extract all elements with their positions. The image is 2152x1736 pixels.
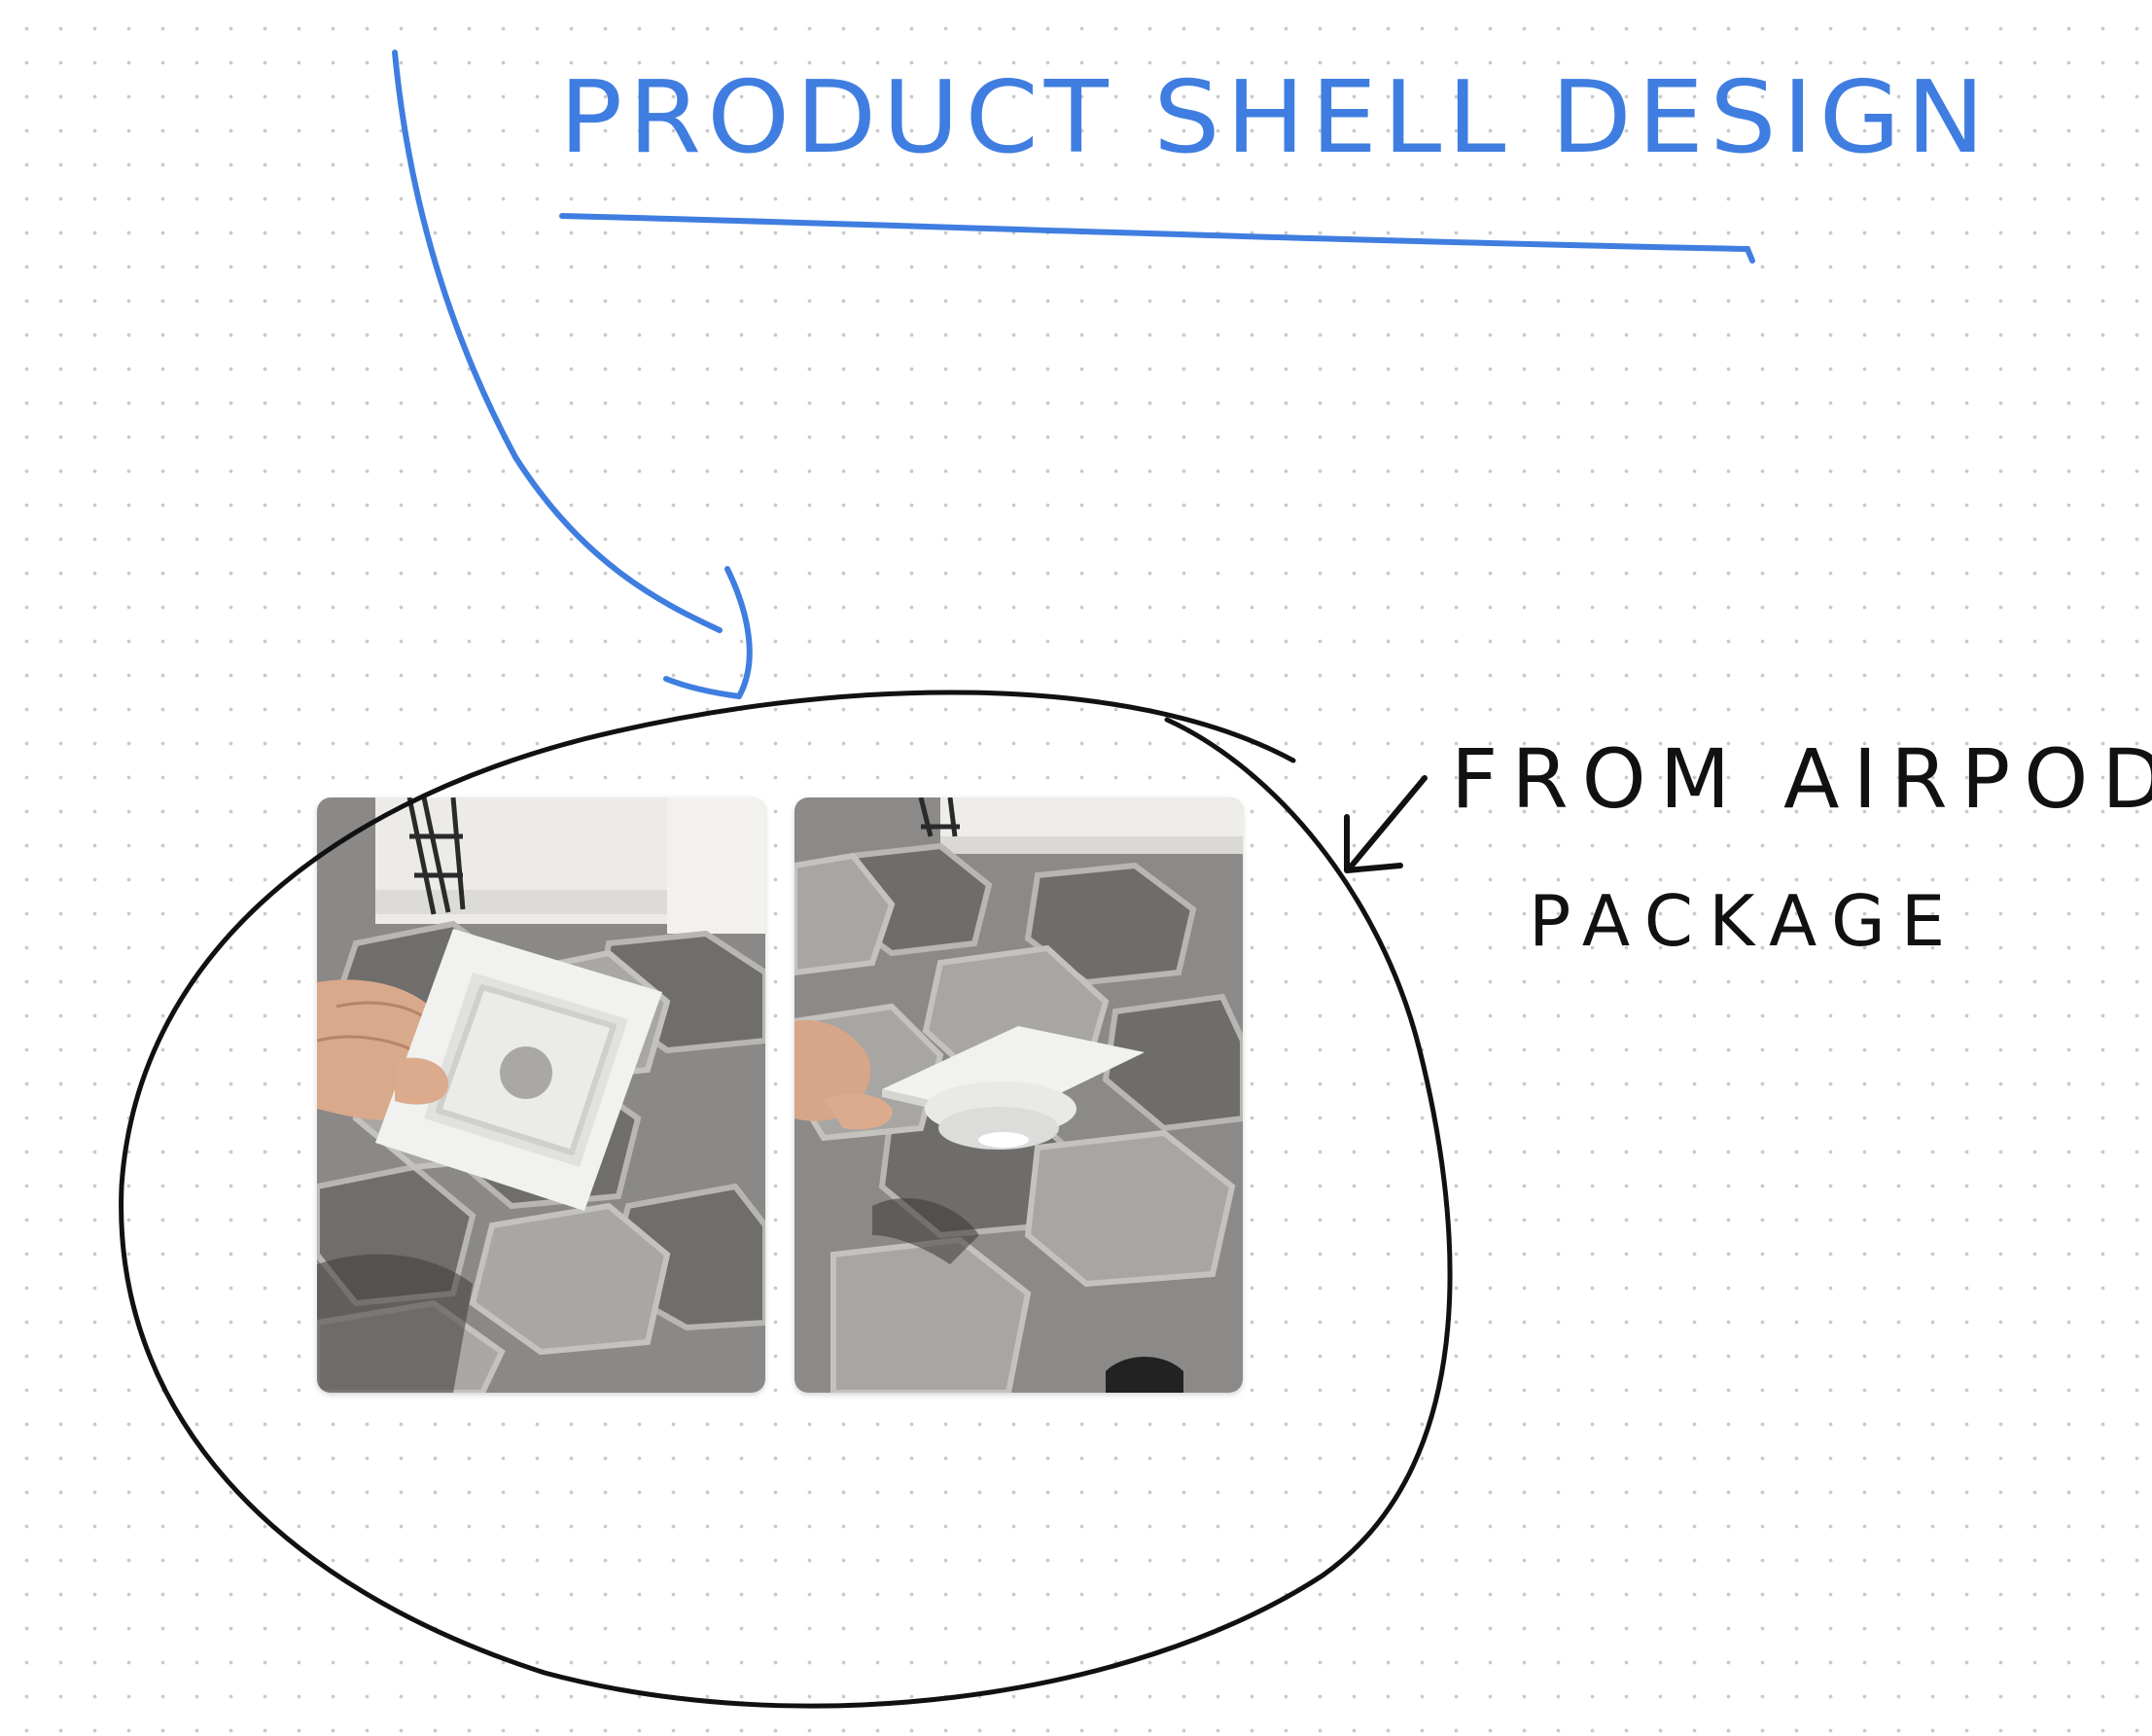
airpod-tray-side-photo[interactable] <box>794 797 1243 1393</box>
annotation-line-2: PACKAGE <box>1529 880 1961 962</box>
title-underline <box>559 213 1755 264</box>
airpod-tray-front-photo[interactable] <box>317 797 765 1393</box>
page-title: PRODUCT SHELL DESIGN <box>559 60 1992 176</box>
annotation-line-1: FROM AIRPOD <box>1451 731 2152 827</box>
photo-front-illustration <box>317 797 765 1393</box>
curved-arrow-head <box>663 566 753 699</box>
photo-side-illustration <box>794 797 1243 1393</box>
arrow-down-left-icon <box>1344 775 1428 873</box>
